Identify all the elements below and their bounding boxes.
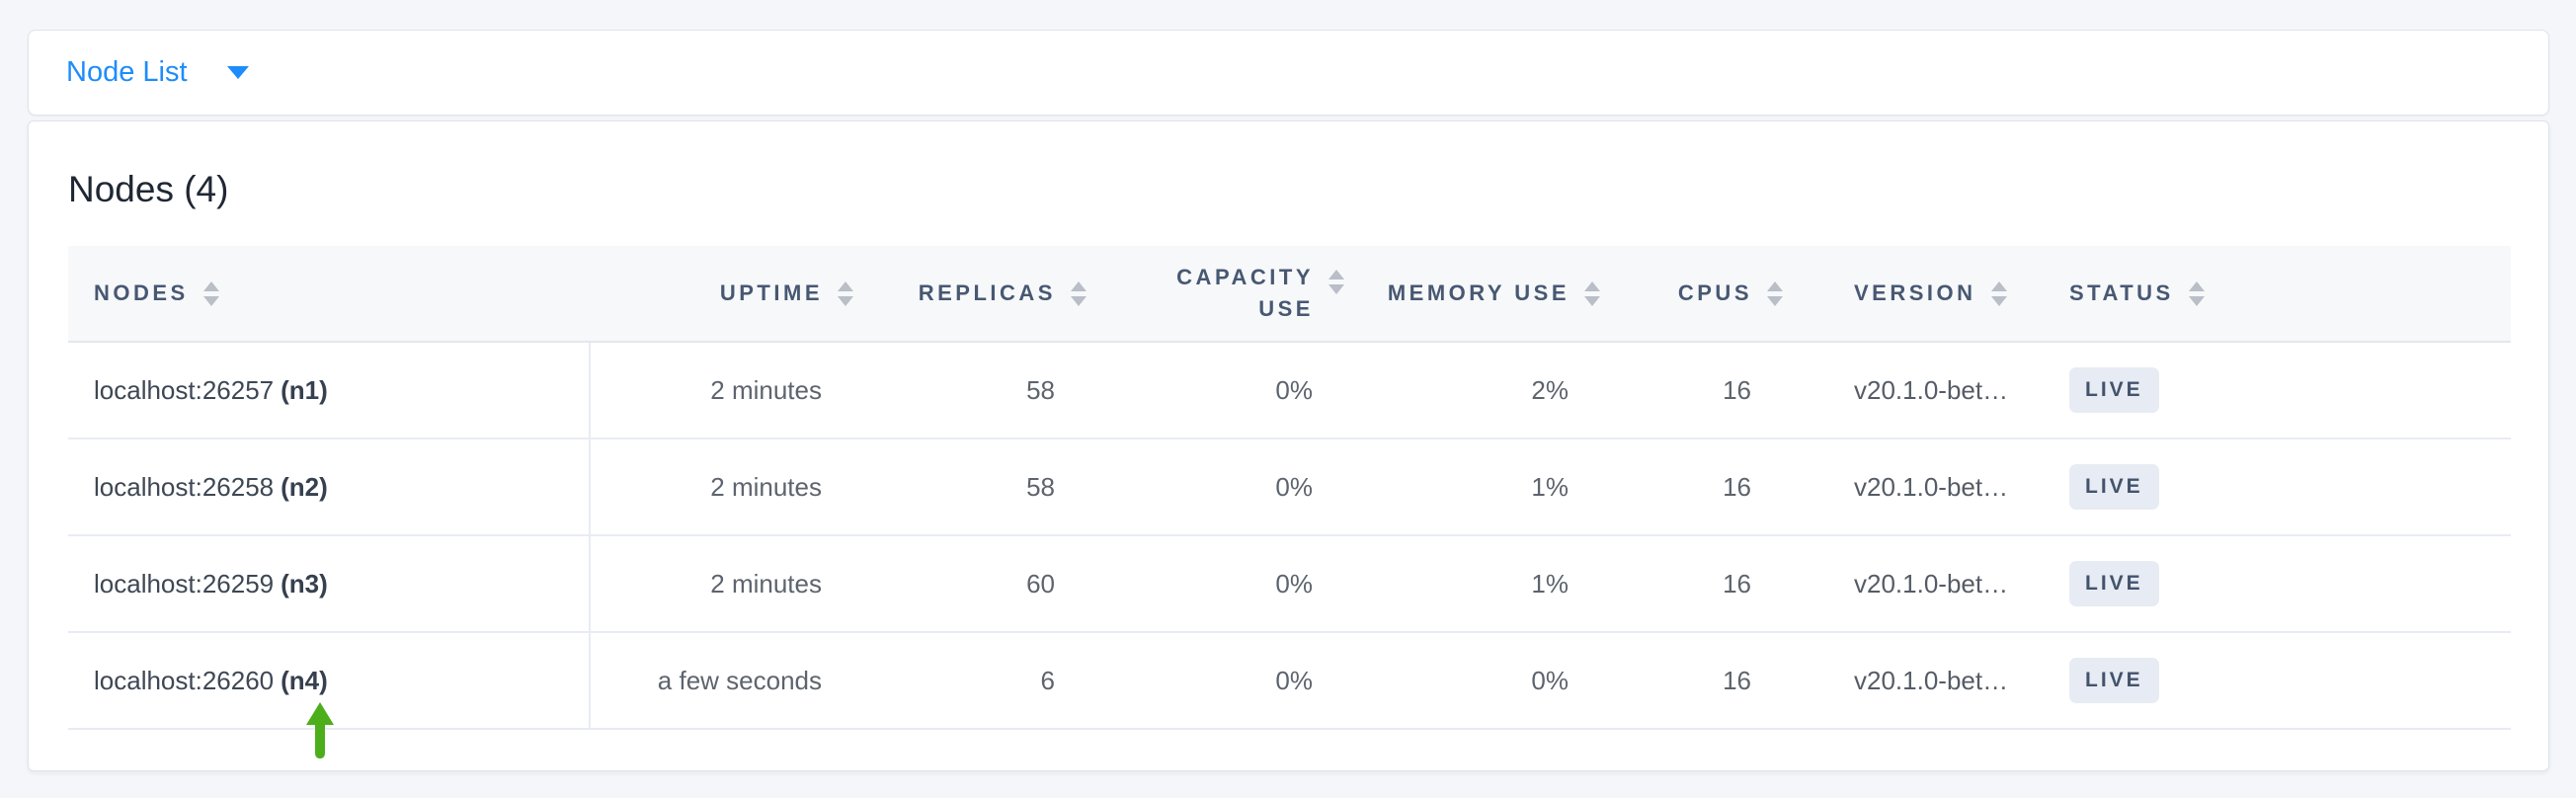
node-address-cell[interactable]: localhost:26259 (n3) bbox=[68, 535, 591, 633]
memory-use-cell: 1% bbox=[1364, 535, 1620, 633]
column-header-cpus[interactable]: CPUS bbox=[1620, 246, 1803, 343]
status-cell: LIVE bbox=[2040, 535, 2511, 633]
sort-icon[interactable] bbox=[1071, 280, 1087, 306]
cpus-cell: 16 bbox=[1620, 632, 1803, 730]
table-row: localhost:26258 (n2) 2 minutes 58 0% 1% 1… bbox=[68, 439, 2511, 536]
nodes-overview-card: Nodes (4) NODES UPTIME bbox=[28, 120, 2549, 771]
column-header-memory-use[interactable]: MEMORY USE bbox=[1364, 246, 1620, 343]
version-cell: v20.1.0-bet… bbox=[1803, 439, 2040, 536]
uptime-cell: a few seconds bbox=[590, 632, 873, 730]
green-arrow-up-icon bbox=[306, 702, 334, 758]
node-address-cell[interactable]: localhost:26258 (n2) bbox=[68, 439, 591, 536]
column-header-status[interactable]: STATUS bbox=[2040, 246, 2511, 343]
status-cell: LIVE bbox=[2040, 439, 2511, 536]
replicas-cell: 58 bbox=[873, 342, 1106, 439]
view-selector-bar: Node List bbox=[28, 30, 2549, 116]
column-header-replicas[interactable]: REPLICAS bbox=[873, 246, 1106, 343]
sort-icon[interactable] bbox=[838, 280, 853, 306]
status-badge: LIVE bbox=[2069, 367, 2159, 413]
capacity-use-cell: 0% bbox=[1106, 342, 1364, 439]
sort-icon[interactable] bbox=[1328, 270, 1344, 295]
capacity-use-cell: 0% bbox=[1106, 632, 1364, 730]
cpus-cell: 16 bbox=[1620, 535, 1803, 633]
column-header-uptime[interactable]: UPTIME bbox=[590, 246, 873, 343]
table-row: localhost:26260 (n4) a few seconds 6 0% 0… bbox=[68, 632, 2511, 730]
view-selector-dropdown[interactable]: Node List bbox=[66, 56, 249, 89]
sort-icon[interactable] bbox=[2188, 280, 2205, 306]
uptime-cell: 2 minutes bbox=[590, 439, 873, 536]
cpus-cell: 16 bbox=[1620, 342, 1803, 439]
table-header-row: NODES UPTIME REPLICAS bbox=[68, 246, 2511, 343]
sort-icon[interactable] bbox=[1584, 280, 1600, 306]
cpus-cell: 16 bbox=[1620, 439, 1803, 536]
capacity-use-cell: 0% bbox=[1106, 535, 1364, 633]
memory-use-cell: 1% bbox=[1364, 439, 1620, 536]
status-cell: LIVE bbox=[2040, 632, 2511, 730]
column-header-version[interactable]: VERSION bbox=[1803, 246, 2040, 343]
node-address-cell[interactable]: localhost:26260 (n4) bbox=[68, 632, 591, 730]
version-cell: v20.1.0-bet… bbox=[1803, 342, 2040, 439]
node-address-cell[interactable]: localhost:26257 (n1) bbox=[68, 342, 591, 439]
status-cell: LIVE bbox=[2040, 342, 2511, 439]
sort-icon[interactable] bbox=[1767, 280, 1783, 306]
uptime-cell: 2 minutes bbox=[590, 535, 873, 633]
sort-icon[interactable] bbox=[202, 280, 219, 306]
sort-icon[interactable] bbox=[1990, 280, 2007, 306]
uptime-cell: 2 minutes bbox=[590, 342, 873, 439]
table-row: localhost:26259 (n3) 2 minutes 60 0% 1% 1… bbox=[68, 535, 2511, 633]
memory-use-cell: 0% bbox=[1364, 632, 1620, 730]
replicas-cell: 58 bbox=[873, 439, 1106, 536]
capacity-use-cell: 0% bbox=[1106, 439, 1364, 536]
replicas-cell: 60 bbox=[873, 535, 1106, 633]
version-cell: v20.1.0-bet… bbox=[1803, 535, 2040, 633]
status-badge: LIVE bbox=[2069, 561, 2159, 606]
page-title: Nodes (4) bbox=[68, 169, 229, 209]
memory-use-cell: 2% bbox=[1364, 342, 1620, 439]
caret-down-icon bbox=[226, 66, 249, 79]
replicas-cell: 6 bbox=[873, 632, 1106, 730]
node-list-table: NODES UPTIME REPLICAS bbox=[68, 246, 2511, 730]
status-badge: LIVE bbox=[2069, 658, 2159, 703]
status-badge: LIVE bbox=[2069, 464, 2159, 510]
table-row: localhost:26257 (n1) 2 minutes 58 0% 2% 1… bbox=[68, 342, 2511, 439]
column-header-capacity-use[interactable]: CAPACITY USE bbox=[1106, 246, 1364, 343]
view-selector-label: Node List bbox=[66, 56, 188, 88]
version-cell: v20.1.0-bet… bbox=[1803, 632, 2040, 730]
column-header-nodes[interactable]: NODES bbox=[68, 246, 590, 343]
